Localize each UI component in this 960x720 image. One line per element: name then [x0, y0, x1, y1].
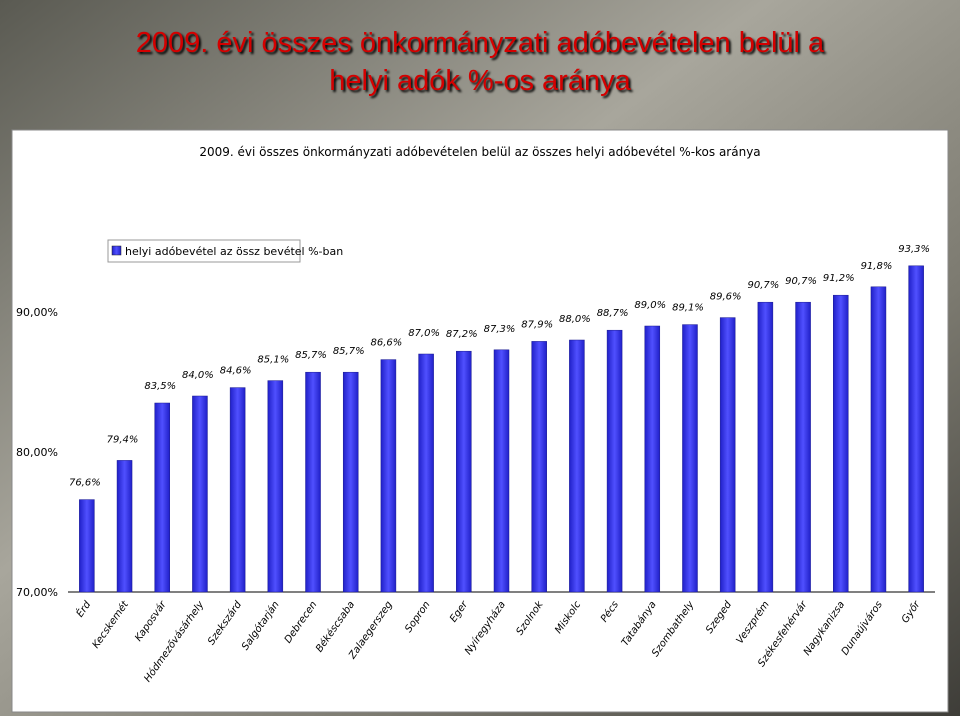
bar [192, 395, 208, 593]
y-tick-label: 80,00% [16, 446, 58, 459]
bar [795, 301, 811, 593]
bar [229, 387, 246, 593]
value-label: 90,7% [785, 276, 817, 287]
value-label: 87,3% [484, 324, 516, 335]
value-label: 89,1% [672, 303, 704, 314]
value-label: 85,7% [333, 346, 365, 357]
bar [493, 349, 510, 593]
bar [380, 359, 397, 593]
bar [833, 294, 849, 593]
value-label: 87,9% [521, 319, 553, 330]
value-label: 85,7% [295, 350, 327, 361]
value-label: 88,0% [559, 314, 591, 325]
legend-swatch [111, 245, 122, 256]
value-label: 90,7% [747, 280, 779, 291]
bar [757, 301, 774, 593]
bar [606, 329, 623, 593]
bar [342, 371, 359, 593]
value-label: 84,0% [182, 370, 214, 381]
bar [154, 402, 170, 593]
bar [870, 286, 887, 593]
value-label: 91,2% [823, 273, 855, 284]
bar [719, 317, 736, 593]
value-label: 87,0% [408, 328, 440, 339]
value-label: 89,6% [710, 292, 742, 303]
value-label: 93,3% [898, 244, 930, 255]
bar [267, 380, 284, 593]
legend-label: helyi adóbevétel az össz bevétel %-ban [125, 245, 343, 258]
value-label: 86,6% [371, 338, 403, 349]
bar [531, 341, 547, 593]
bar [644, 325, 661, 593]
legend [107, 239, 301, 263]
bar [418, 353, 434, 593]
value-label: 89,0% [634, 300, 666, 311]
y-tick-label: 90,00% [16, 306, 58, 319]
value-label: 88,7% [597, 308, 629, 319]
chart-title: 2009. évi összes önkormányzati adóbevéte… [199, 145, 760, 159]
value-label: 91,8% [861, 261, 893, 272]
value-label: 79,4% [107, 434, 139, 445]
bar [456, 350, 472, 593]
value-label: 76,6% [69, 478, 101, 489]
bar [682, 324, 698, 593]
bar [569, 339, 585, 593]
bar [908, 265, 924, 593]
value-label: 85,1% [257, 355, 289, 366]
value-label: 87,2% [446, 329, 478, 340]
slide-title: 2009. évi összes önkormányzati adóbevéte… [136, 27, 825, 97]
value-label: 83,5% [144, 381, 176, 392]
bar [116, 460, 133, 593]
bar [305, 371, 321, 593]
bar [79, 499, 95, 593]
y-tick-label: 70,00% [16, 586, 58, 599]
value-label: 84,6% [220, 366, 252, 377]
